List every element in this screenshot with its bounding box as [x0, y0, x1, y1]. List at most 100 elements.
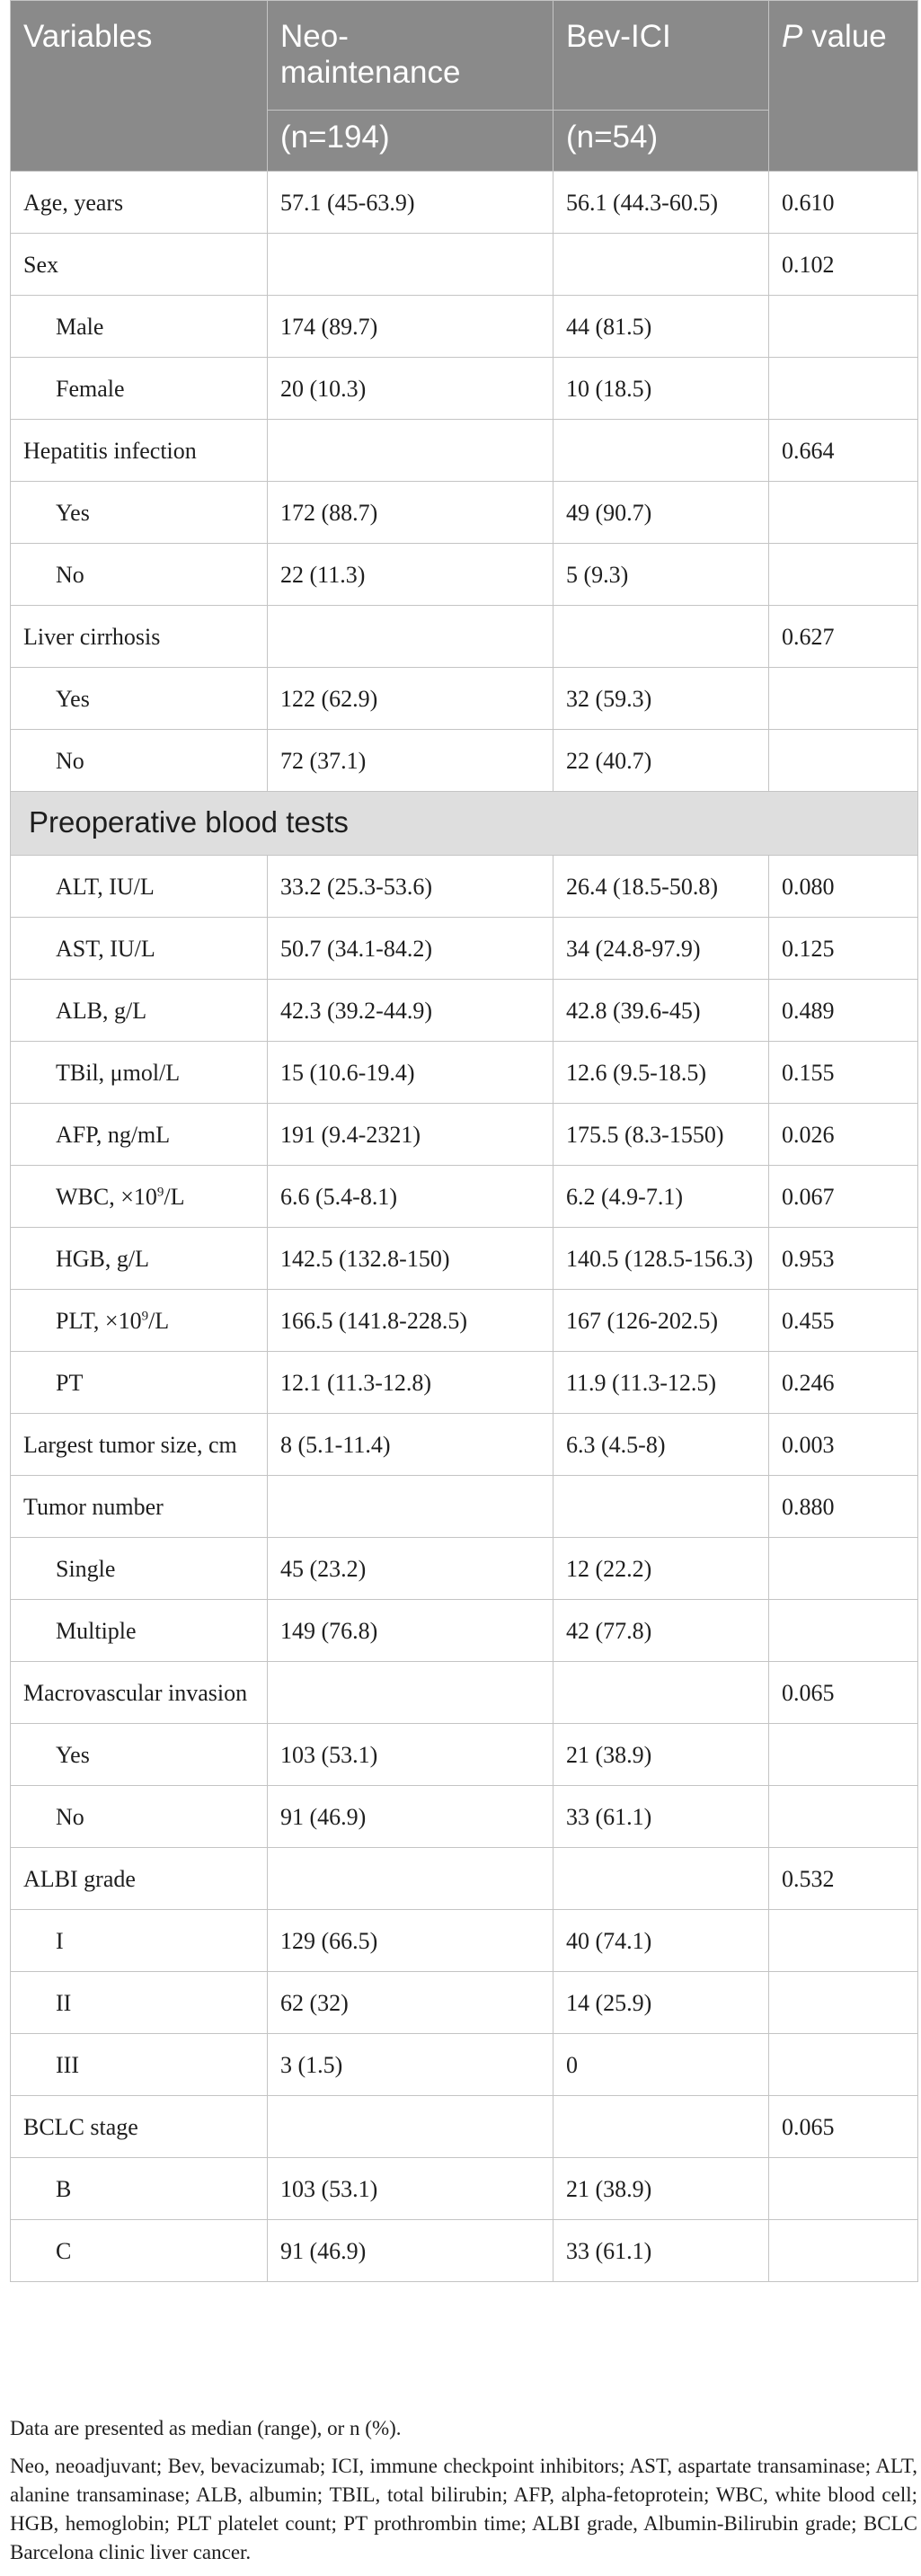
header-neo: Neo- maintenance	[267, 0, 553, 111]
row-label: ALT, IU/L	[10, 855, 268, 918]
cell-neo: 8 (5.1-11.4)	[267, 1413, 553, 1476]
row-label: Multiple	[10, 1599, 268, 1662]
cell-neo: 191 (9.4-2321)	[267, 1103, 553, 1166]
table-row: II 62 (32) 14 (25.9)	[10, 1971, 918, 2034]
row-label: ALBI grade	[10, 1847, 268, 1910]
cell-bev	[553, 1661, 769, 1724]
row-label-unit: /L	[164, 1184, 185, 1210]
cell-p: 0.065	[768, 1661, 918, 1724]
row-label-text: C	[56, 2238, 72, 2264]
row-label: AFP, ng/mL	[10, 1103, 268, 1166]
row-label: PLT, ×109/L	[10, 1289, 268, 1352]
row-label: Female	[10, 357, 268, 420]
cell-p	[768, 729, 918, 792]
cell-neo	[267, 605, 553, 668]
cell-p: 0.610	[768, 171, 918, 234]
cell-neo	[267, 2095, 553, 2158]
cell-p	[768, 481, 918, 544]
row-label-text: No	[56, 748, 84, 774]
cell-neo: 50.7 (34.1-84.2)	[267, 917, 553, 980]
row-label-text: Female	[56, 376, 125, 402]
table-body: Age, years 57.1 (45-63.9) 56.1 (44.3-60.5)…	[10, 171, 918, 2282]
cell-neo	[267, 1661, 553, 1724]
section-row: Preoperative blood tests	[10, 791, 918, 856]
row-label: Age, years	[10, 171, 268, 234]
cell-neo: 72 (37.1)	[267, 729, 553, 792]
cell-neo: 33.2 (25.3-53.6)	[267, 855, 553, 918]
row-label-text: Largest tumor size, cm	[23, 1432, 237, 1458]
table-row: ALT, IU/L 33.2 (25.3-53.6) 26.4 (18.5-50.8…	[10, 855, 918, 918]
cell-bev: 167 (126-202.5)	[553, 1289, 769, 1352]
row-label-text: Age, years	[23, 190, 124, 216]
table-row: AFP, ng/mL 191 (9.4-2321) 175.5 (8.3-1550)…	[10, 1103, 918, 1166]
table-row: No 72 (37.1) 22 (40.7)	[10, 729, 918, 792]
header-neo-n: (n=194)	[267, 110, 553, 172]
table-row: BCLC stage 0.065	[10, 2095, 918, 2158]
table-row: Single 45 (23.2) 12 (22.2)	[10, 1537, 918, 1600]
cell-bev: 12 (22.2)	[553, 1537, 769, 1600]
row-label: No	[10, 543, 268, 606]
row-label: III	[10, 2033, 268, 2096]
row-label-text: Yes	[56, 500, 90, 526]
cell-neo: 122 (62.9)	[267, 667, 553, 730]
cell-bev: 5 (9.3)	[553, 543, 769, 606]
row-label-text: Yes	[56, 686, 90, 712]
cell-bev: 11.9 (11.3-12.5)	[553, 1351, 769, 1414]
row-label: PT	[10, 1351, 268, 1414]
row-label: Yes	[10, 481, 268, 544]
cell-bev: 49 (90.7)	[553, 481, 769, 544]
cell-bev	[553, 1475, 769, 1538]
row-label-text: ALB, g/L	[56, 998, 147, 1024]
cell-neo: 174 (89.7)	[267, 295, 553, 358]
cell-p	[768, 543, 918, 606]
table-row: Sex 0.102	[10, 233, 918, 296]
table-row: Age, years 57.1 (45-63.9) 56.1 (44.3-60.5)…	[10, 171, 918, 234]
cell-bev: 44 (81.5)	[553, 295, 769, 358]
table-row: Hepatitis infection 0.664	[10, 419, 918, 482]
cell-neo: 42.3 (39.2-44.9)	[267, 979, 553, 1042]
cell-neo: 129 (66.5)	[267, 1909, 553, 1972]
table-row: I 129 (66.5) 40 (74.1)	[10, 1909, 918, 1972]
cell-bev: 22 (40.7)	[553, 729, 769, 792]
cell-bev	[553, 419, 769, 482]
cell-bev: 6.3 (4.5-8)	[553, 1413, 769, 1476]
cell-p	[768, 1971, 918, 2034]
cell-p: 0.627	[768, 605, 918, 668]
cell-neo: 142.5 (132.8-150)	[267, 1227, 553, 1290]
row-label-text: Yes	[56, 1742, 90, 1768]
cell-bev: 42 (77.8)	[553, 1599, 769, 1662]
table-row: Yes 172 (88.7) 49 (90.7)	[10, 481, 918, 544]
table-row: ALBI grade 0.532	[10, 1847, 918, 1910]
table-container: Variables Neo- maintenance Bev-ICI P val…	[10, 0, 918, 2282]
row-label-text: No	[56, 562, 84, 588]
row-label: AST, IU/L	[10, 917, 268, 980]
row-label: Yes	[10, 667, 268, 730]
footnote-data-format: Data are presented as median (range), or…	[10, 2417, 402, 2439]
cell-p	[768, 1537, 918, 1600]
row-label-text: No	[56, 1804, 84, 1830]
table-row: AST, IU/L 50.7 (34.1-84.2) 34 (24.8-97.9) 0…	[10, 917, 918, 980]
row-label-text: Male	[56, 314, 104, 340]
row-label-text: TBil, μmol/L	[56, 1060, 181, 1086]
cell-bev	[553, 2095, 769, 2158]
table-row: Liver cirrhosis 0.627	[10, 605, 918, 668]
cell-neo: 166.5 (141.8-228.5)	[267, 1289, 553, 1352]
cell-neo: 103 (53.1)	[267, 2157, 553, 2220]
table-row: HGB, g/L 142.5 (132.8-150) 140.5 (128.5-15…	[10, 1227, 918, 1290]
cell-bev: 21 (38.9)	[553, 2157, 769, 2220]
row-label-text: PT	[56, 1370, 84, 1396]
table-row: PT 12.1 (11.3-12.8) 11.9 (11.3-12.5) 0.246	[10, 1351, 918, 1414]
row-label-text: ALBI grade	[23, 1866, 136, 1892]
cell-p	[768, 1909, 918, 1972]
row-label-text: Multiple	[56, 1618, 137, 1644]
cell-neo: 20 (10.3)	[267, 357, 553, 420]
row-label: HGB, g/L	[10, 1227, 268, 1290]
row-label-text: BCLC stage	[23, 2114, 138, 2140]
row-label-text: Macrovascular invasion	[23, 1680, 248, 1706]
row-label-text: Single	[56, 1556, 116, 1582]
cell-neo: 6.6 (5.4-8.1)	[267, 1165, 553, 1228]
row-label: Sex	[10, 233, 268, 296]
row-label-text: ALT, IU/L	[56, 874, 155, 900]
cell-p	[768, 357, 918, 420]
cell-p: 0.532	[768, 1847, 918, 1910]
